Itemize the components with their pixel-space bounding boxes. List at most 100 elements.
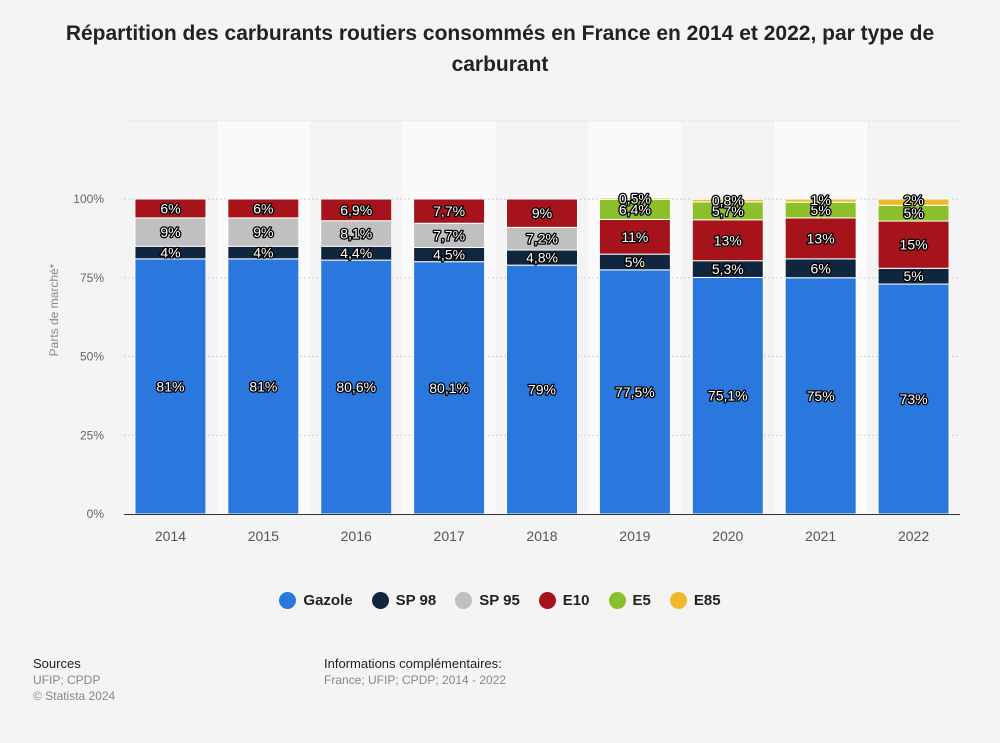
legend-item-e5[interactable]: E5 [608, 592, 651, 609]
data-label: 0,8% [712, 192, 744, 208]
data-label: 77,5% [615, 384, 655, 400]
bar-segment [598, 269, 671, 515]
bar-segment [413, 198, 486, 224]
bar-segment [227, 258, 300, 515]
y-tick-label: 50% [80, 350, 104, 364]
data-label: 75% [807, 388, 835, 404]
y-axis-title: Parts de marché* [47, 263, 61, 356]
data-label: 6% [160, 200, 180, 216]
legend-item-e85[interactable]: E85 [669, 592, 721, 609]
legend-label: SP 98 [395, 592, 437, 609]
data-label: 7,7% [433, 203, 465, 219]
chart-legend: Gazole SP 98 SP 95 E10 E5 E85 [0, 592, 1000, 609]
data-label: 4,5% [433, 247, 465, 263]
bar-segment [691, 219, 764, 262]
data-label: 9% [160, 224, 180, 240]
data-label: 6,4% [619, 201, 651, 217]
data-label: 8,1% [340, 225, 372, 241]
x-tick-label: 2016 [341, 528, 372, 544]
bar-segment [598, 197, 671, 200]
info-block: Informations complémentaires: France; UF… [324, 656, 506, 688]
data-label: 4% [253, 245, 273, 261]
data-label: 80,6% [336, 379, 376, 395]
stacked-bar-chart: 0% 25% 50% 75% 100% Parts de marché* 81% 4% 9% 6%… [47, 120, 960, 544]
data-label: 7,2% [526, 231, 558, 247]
legend-item-sp98[interactable]: SP 98 [371, 592, 437, 609]
data-label: 15% [900, 237, 928, 253]
data-label: 81% [249, 378, 277, 394]
legend-label: SP 95 [479, 592, 520, 609]
bar-segment [784, 217, 857, 260]
data-label: 5% [903, 205, 923, 221]
data-label: 7,7% [433, 227, 465, 243]
bar-segment [134, 198, 207, 219]
data-label: 4% [160, 245, 180, 261]
sources-block: Sources UFIP; CPDP © Statista 2024 [33, 656, 115, 704]
data-label: 6% [811, 260, 831, 276]
y-tick-label: 75% [80, 271, 104, 285]
data-label: 9% [253, 224, 273, 240]
legend-item-sp95[interactable]: SP 95 [455, 592, 520, 609]
y-tick-label: 100% [73, 192, 104, 206]
legend-marker [538, 592, 556, 609]
x-tick-label: 2022 [898, 528, 929, 544]
legend-label: E5 [632, 592, 651, 609]
data-label: 4,4% [340, 245, 372, 261]
bar-segment [134, 217, 207, 247]
data-label: 5% [625, 254, 645, 270]
bar-segment [877, 198, 950, 206]
data-label: 75,1% [708, 388, 748, 404]
data-label: 5,7% [712, 203, 744, 219]
data-label: 1% [811, 192, 831, 208]
bar-segment [413, 261, 486, 515]
x-tick-label: 2014 [155, 528, 186, 544]
data-label: 2% [903, 192, 923, 208]
data-label: 11% [621, 229, 648, 245]
data-label: 5% [903, 268, 923, 284]
bar-segment [227, 198, 300, 219]
bar-segment [506, 264, 578, 515]
data-label: 9% [532, 205, 552, 221]
data-label: 80,1% [429, 380, 469, 396]
legend-label: E85 [693, 592, 721, 609]
bar-segment [506, 198, 578, 228]
y-tick-label: 25% [80, 428, 104, 442]
chart-title: Répartition des carburants routiers cons… [65, 22, 935, 76]
bar-segment [877, 220, 950, 269]
bar-segment [784, 198, 857, 203]
bar-segment [413, 222, 486, 249]
legend-label: Gazole [303, 592, 353, 609]
bar-segment [784, 277, 857, 515]
sources-text: UFIP; CPDP [33, 673, 101, 687]
legend-item-e10[interactable]: E10 [538, 592, 590, 609]
data-label: 13% [714, 232, 742, 248]
y-tick-label: 0% [87, 507, 105, 521]
data-label: 5,3% [712, 261, 744, 277]
x-tick-label: 2021 [805, 528, 836, 544]
bar-segment [691, 276, 764, 515]
data-label: 6% [253, 200, 273, 216]
data-label: 13% [807, 230, 835, 246]
legend-marker [371, 592, 389, 609]
copyright-text: © Statista 2024 [33, 689, 116, 703]
x-tick-label: 2019 [619, 528, 650, 544]
legend-marker [279, 592, 297, 609]
bar-segment [320, 259, 393, 515]
bar-segment [320, 198, 393, 222]
sources-heading: Sources [33, 656, 81, 671]
x-tick-label: 2020 [712, 528, 743, 544]
data-label: 73% [900, 391, 928, 407]
bar-segment [691, 198, 764, 203]
legend-marker [608, 592, 626, 609]
data-label: 5% [811, 202, 831, 218]
x-tick-label: 2017 [434, 528, 465, 544]
data-label: 79% [528, 382, 556, 398]
legend-item-gazole[interactable]: Gazole [279, 592, 353, 609]
bar-segment [320, 220, 393, 247]
data-label: 81% [156, 378, 184, 394]
x-tick-label: 2015 [248, 528, 279, 544]
legend-label: E10 [562, 592, 590, 609]
legend-marker [455, 592, 473, 609]
info-text: France; UFIP; CPDP; 2014 - 2022 [324, 673, 507, 687]
legend-marker [669, 592, 687, 609]
